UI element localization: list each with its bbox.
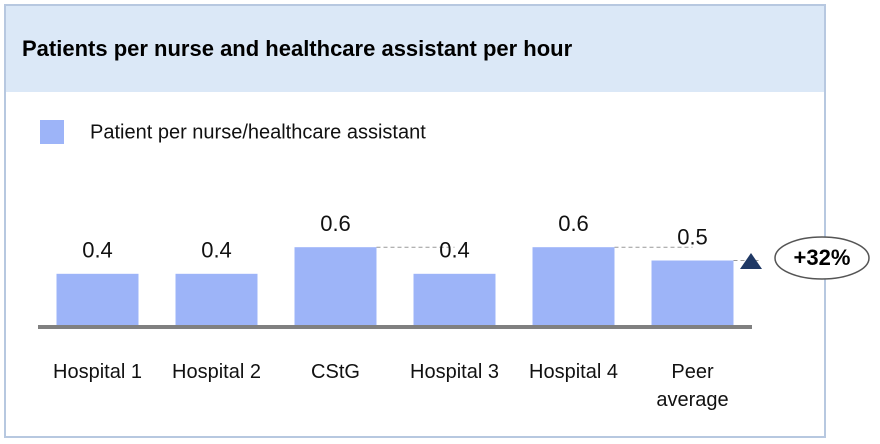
arrow-up: [740, 253, 762, 269]
annotation: +32%: [794, 245, 851, 270]
chart-title: Patients per nurse and healthcare assist…: [22, 36, 573, 61]
bar: [175, 273, 258, 327]
x-tick-label: Hospital 1: [53, 361, 142, 383]
value-label: 0.6: [558, 211, 589, 236]
bar: [413, 273, 496, 327]
x-tick-label: Hospital 3: [410, 361, 499, 383]
value-label: 0.4: [82, 238, 113, 263]
value-label: 0.4: [439, 238, 470, 263]
x-tick-label: Peer average: [656, 361, 729, 411]
value-label: 0.4: [201, 238, 232, 263]
legend-label: Patient per nurse/healthcare assistant: [90, 121, 426, 143]
legend-swatch: [40, 120, 64, 144]
bar: [294, 247, 377, 327]
bar: [532, 247, 615, 327]
x-tick-label: Hospital 2: [172, 361, 261, 383]
value-label: 0.6: [320, 211, 351, 236]
x-tick-label: CStG: [311, 361, 360, 383]
card-header: [6, 6, 824, 92]
value-label: 0.5: [677, 224, 708, 249]
annotation-bubble: [774, 236, 870, 280]
bar: [56, 273, 139, 327]
bar: [651, 260, 734, 327]
x-tick-label: Hospital 4: [529, 361, 618, 383]
